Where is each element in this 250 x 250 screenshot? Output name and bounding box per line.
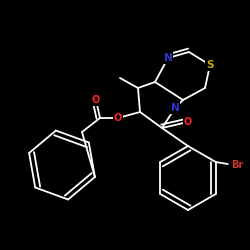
Text: O: O (92, 95, 100, 105)
Text: O: O (114, 113, 122, 123)
Text: N: N (170, 103, 179, 113)
Text: O: O (184, 117, 192, 127)
Text: Br: Br (232, 160, 244, 170)
Text: S: S (206, 60, 214, 70)
Text: N: N (164, 53, 172, 63)
